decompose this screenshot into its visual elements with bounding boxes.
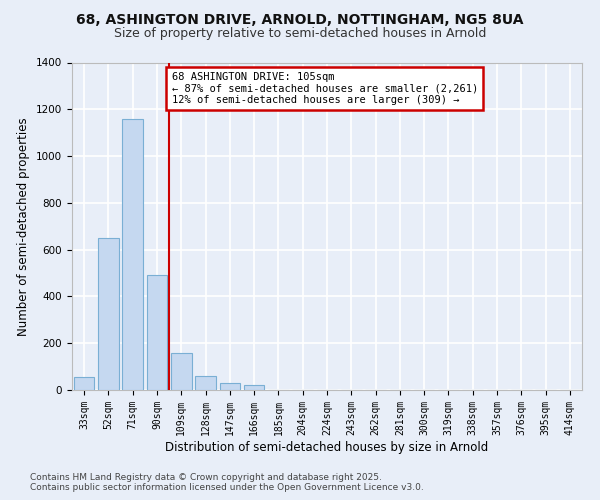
Text: Size of property relative to semi-detached houses in Arnold: Size of property relative to semi-detach…	[114, 28, 486, 40]
Text: Contains HM Land Registry data © Crown copyright and database right 2025.
Contai: Contains HM Land Registry data © Crown c…	[30, 473, 424, 492]
Y-axis label: Number of semi-detached properties: Number of semi-detached properties	[17, 117, 31, 336]
Bar	[171, 353, 191, 390]
Text: 68, ASHINGTON DRIVE, ARNOLD, NOTTINGHAM, NG5 8UA: 68, ASHINGTON DRIVE, ARNOLD, NOTTINGHAM,…	[76, 12, 524, 26]
X-axis label: Distribution of semi-detached houses by size in Arnold: Distribution of semi-detached houses by …	[166, 440, 488, 454]
Bar	[220, 384, 240, 390]
Bar	[98, 238, 119, 390]
Bar	[146, 276, 167, 390]
Text: 68 ASHINGTON DRIVE: 105sqm
← 87% of semi-detached houses are smaller (2,261)
12%: 68 ASHINGTON DRIVE: 105sqm ← 87% of semi…	[172, 72, 478, 105]
Bar	[122, 118, 143, 390]
Bar	[195, 376, 216, 390]
Bar	[74, 376, 94, 390]
Bar	[244, 385, 265, 390]
